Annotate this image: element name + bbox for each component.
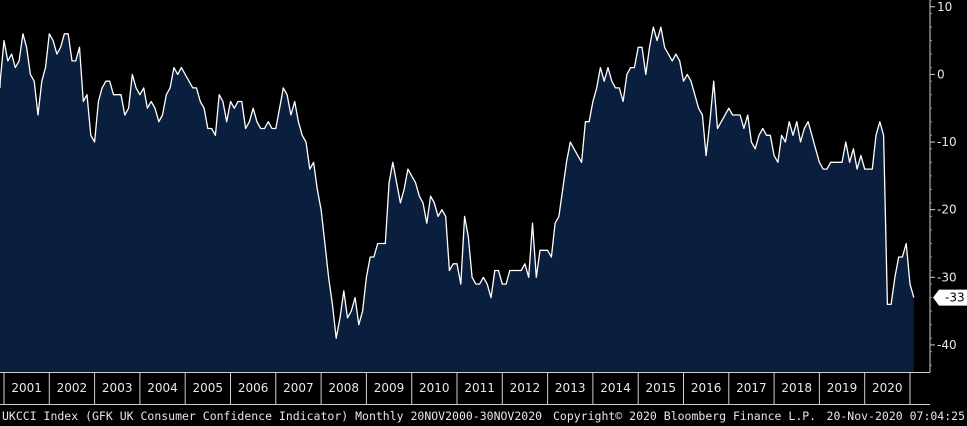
x-tick-label: 2016 <box>691 381 722 395</box>
x-tick-label: 2017 <box>736 381 767 395</box>
plot-area <box>0 26 915 372</box>
y-tick-label: 10 <box>937 0 952 14</box>
footer-copyright: Copyright© 2020 Bloomberg Finance L.P. <box>553 409 817 423</box>
consumer-confidence-chart: 100-10-20-30-40-33 2001 2002 2003 2004 2005 2… <box>0 0 967 405</box>
last-value-marker <box>933 289 967 306</box>
y-tick-label: -40 <box>937 338 957 352</box>
y-tick-label: 0 <box>937 67 945 81</box>
footer-ticker: UKCCI Index (GFK UK Consumer Confidence … <box>2 409 543 423</box>
x-tick-label: 2013 <box>555 381 586 395</box>
series-line <box>0 26 915 339</box>
x-tick-label: 2011 <box>464 381 495 395</box>
x-tick-label: 2004 <box>147 381 178 395</box>
x-tick-label: 2012 <box>510 381 541 395</box>
y-tick-label: -30 <box>937 270 957 284</box>
x-tick-label: 2009 <box>374 381 405 395</box>
series-area <box>0 27 914 372</box>
x-tick-label: 2001 <box>11 381 42 395</box>
footer-timestamp: 20-Nov-2020 07:04:25 <box>826 409 965 423</box>
x-tick-label: 2003 <box>102 381 133 395</box>
x-tick-label: 2005 <box>193 381 224 395</box>
x-tick-label: 2019 <box>827 381 858 395</box>
x-tick-label: 2020 <box>872 381 903 395</box>
x-tick-label: 2015 <box>646 381 677 395</box>
x-axis: 2001 2002 2003 2004 2005 2006 2007 2008 2009 2010… <box>0 372 930 405</box>
last-value-label: -33 <box>945 291 965 305</box>
footer-bar: UKCCI Index (GFK UK Consumer Confidence … <box>0 408 967 426</box>
x-tick-label: 2010 <box>419 381 450 395</box>
y-tick-label: -10 <box>937 135 957 149</box>
x-tick-label: 2007 <box>283 381 314 395</box>
x-tick-label: 2018 <box>781 381 812 395</box>
x-tick-label: 2002 <box>57 381 88 395</box>
x-tick-label: 2014 <box>600 381 631 395</box>
y-tick-label: -20 <box>937 203 957 217</box>
x-tick-label: 2006 <box>238 381 269 395</box>
y-axis: 10 0 -10 -20 -30 -40 -33 <box>929 0 967 372</box>
x-tick-label: 2008 <box>328 381 359 395</box>
